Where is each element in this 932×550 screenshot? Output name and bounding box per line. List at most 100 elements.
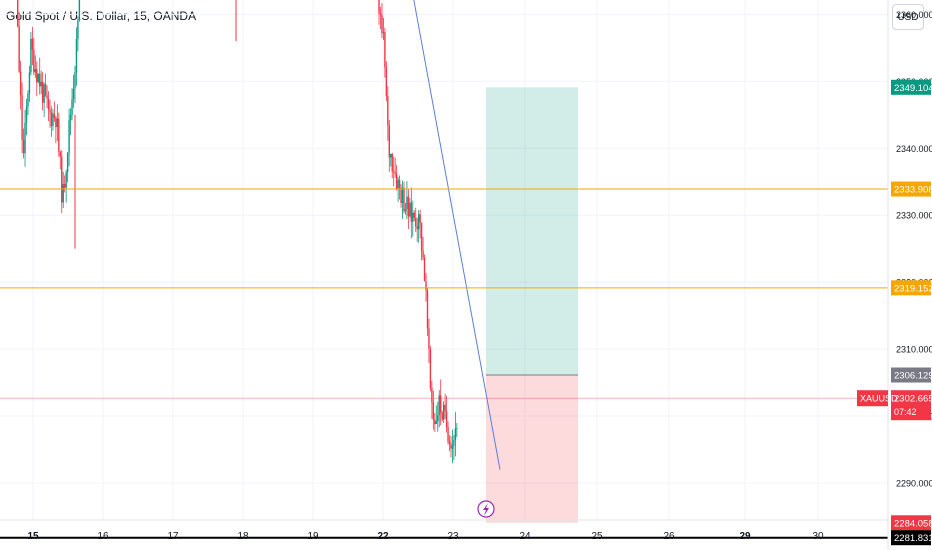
candle-body <box>44 84 47 96</box>
candle-body <box>379 13 382 15</box>
candle-body <box>56 118 59 128</box>
candle-body <box>46 95 48 99</box>
candle-body <box>66 153 69 173</box>
candle-body <box>398 179 401 188</box>
candle-body <box>401 187 404 203</box>
symbol-tag-box <box>857 390 888 407</box>
candle-body <box>454 428 457 441</box>
candle-body <box>55 117 57 128</box>
candle-body <box>423 257 426 282</box>
candle-body <box>428 328 430 350</box>
price-label-box <box>891 390 931 421</box>
candle-body <box>21 95 23 140</box>
candle-body <box>456 428 458 429</box>
candle-body <box>453 440 455 446</box>
candle-body <box>422 250 424 258</box>
x-tick-label: 23 <box>447 531 459 542</box>
x-tick-label: 22 <box>377 531 389 542</box>
candle-body <box>27 93 29 107</box>
price-label-text: 2319.152 <box>894 283 932 294</box>
candle-body <box>420 222 423 251</box>
candle-body <box>36 69 38 83</box>
candle-body <box>390 153 392 158</box>
y-tick-label: 2330.000 <box>896 211 932 221</box>
candle-body <box>403 187 405 212</box>
candle-body <box>448 441 451 444</box>
candle-body <box>447 427 449 442</box>
symbol-tag-text: XAUUSD <box>860 394 898 404</box>
candle-body <box>52 113 54 126</box>
candle-body <box>407 196 410 217</box>
chart-title: Gold Spot / U.S. Dollar, 15, OANDA <box>6 9 197 23</box>
candle-body <box>391 153 393 172</box>
candle-body <box>41 81 44 103</box>
candle-body <box>59 151 61 157</box>
candle-body <box>31 38 34 50</box>
x-tick-label: 18 <box>237 531 249 542</box>
x-tick-label: 25 <box>591 531 603 542</box>
candle-body <box>431 388 433 403</box>
candle-body <box>75 39 78 73</box>
candle-body <box>384 31 386 68</box>
position-target-zone <box>486 87 578 376</box>
y-tick-label: 2340.000 <box>896 144 932 154</box>
y-tick-label: 2290.000 <box>896 479 932 489</box>
x-tick-label: 30 <box>812 531 824 542</box>
y-tick-label: 2310.000 <box>896 345 932 355</box>
candle-body <box>381 14 383 34</box>
price-label-text: 2281.831 <box>894 533 932 544</box>
candle-body <box>34 69 37 73</box>
candle-body <box>429 349 432 389</box>
candle-body <box>49 109 51 113</box>
x-tick-label: 17 <box>167 531 179 542</box>
candle-body <box>394 172 396 174</box>
x-tick-label: 15 <box>27 531 39 542</box>
candle-body <box>435 421 437 424</box>
candle-body <box>416 225 418 230</box>
candle-body <box>43 84 45 103</box>
price-label-box <box>891 367 931 383</box>
candle-body <box>62 183 64 203</box>
candle-body <box>440 395 442 413</box>
candle-body <box>412 212 414 222</box>
candle-body <box>425 281 427 291</box>
candle-body <box>393 171 395 173</box>
candle-body <box>415 217 417 226</box>
price-label-box <box>891 530 931 546</box>
candle-body <box>395 173 398 189</box>
candle-body <box>65 172 67 188</box>
candle-body <box>63 183 66 188</box>
candle-body <box>444 404 446 412</box>
candle-body <box>406 196 408 210</box>
candle-body <box>61 156 63 203</box>
candle-body <box>30 38 32 73</box>
candle-body <box>69 114 72 121</box>
x-tick-label: 24 <box>519 531 531 542</box>
candle-body <box>388 125 390 158</box>
candle-body <box>438 395 440 416</box>
price-label-box <box>891 181 931 197</box>
lightning-icon <box>483 503 489 516</box>
candle-body <box>410 202 413 222</box>
price-label-text: 2349.104 <box>894 83 932 94</box>
candle-body <box>404 209 407 212</box>
candle-body <box>37 73 39 83</box>
candle-body <box>382 31 385 34</box>
trend-line <box>413 0 501 470</box>
candle-body <box>387 96 389 126</box>
x-tick-label: 29 <box>739 531 751 542</box>
candle-body <box>413 212 415 218</box>
candle-body <box>18 26 20 72</box>
y-tick-label: 2360.000 <box>896 10 932 20</box>
candle-body <box>385 67 388 97</box>
currency-button[interactable]: USD <box>892 4 924 30</box>
countdown-label: 07:42 <box>894 407 917 417</box>
price-label-box <box>891 79 931 95</box>
candle-body <box>19 71 22 96</box>
candle-body <box>409 202 411 217</box>
candle-body <box>434 419 436 424</box>
candle-body <box>417 214 420 230</box>
position-stop-zone <box>486 375 578 523</box>
